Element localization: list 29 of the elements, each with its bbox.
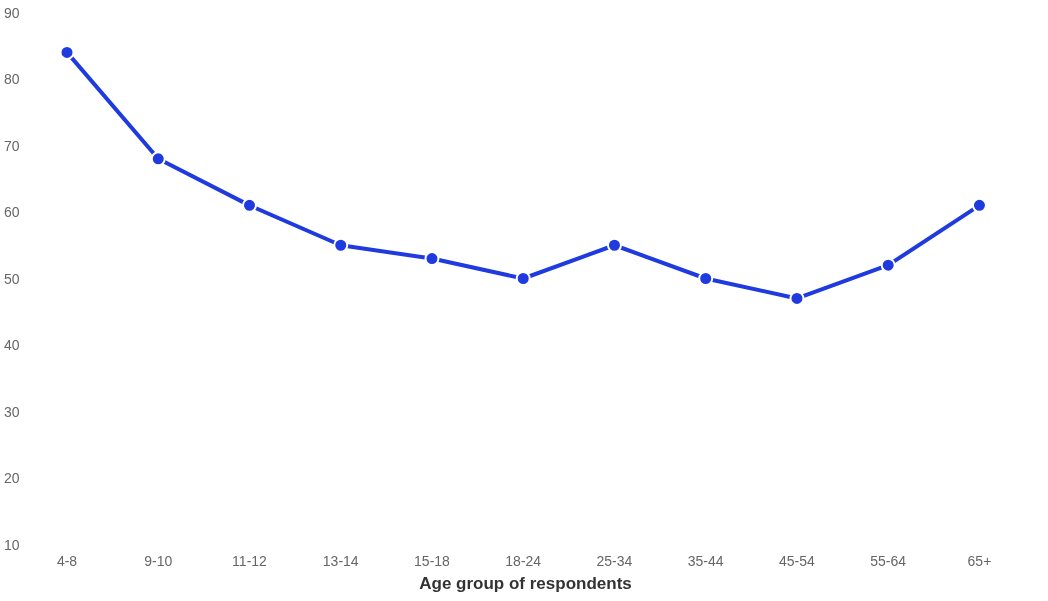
y-tick-label: 10 [3,536,20,553]
x-tick-label: 65+ [967,552,992,569]
point [515,271,531,286]
point [333,237,349,253]
y-tick-label: 70 [3,137,20,154]
x-tick-label: 18-24 [505,552,542,569]
y-tick-label: 60 [3,204,20,220]
x-axis-title: Age group of respondents [419,573,632,593]
point [150,151,166,167]
y-tick-label: 20 [3,470,20,486]
y-tick-label: 90 [3,4,20,21]
x-tick-label: 11-12 [232,552,268,569]
x-tick-label: 35-44 [687,552,724,569]
x-tick-label: 13-14 [322,552,359,569]
x-tick-label: 9-10 [144,552,173,569]
y-tick-label: 80 [3,71,20,87]
x-tick-label: 15-18 [414,552,451,569]
point [971,197,987,213]
point [241,197,257,213]
point [880,257,896,273]
x-tick-label: 45-54 [779,552,816,569]
point [606,237,622,253]
y-tick-label: 50 [3,270,20,287]
y-tick-label: 30 [3,403,20,420]
point [698,271,714,286]
y-tick-label: 40 [3,337,20,353]
x-tick-label: 4-8 [56,552,78,569]
x-tick-label: 55-64 [870,552,907,569]
x-tick-label: 25-34 [596,552,633,569]
